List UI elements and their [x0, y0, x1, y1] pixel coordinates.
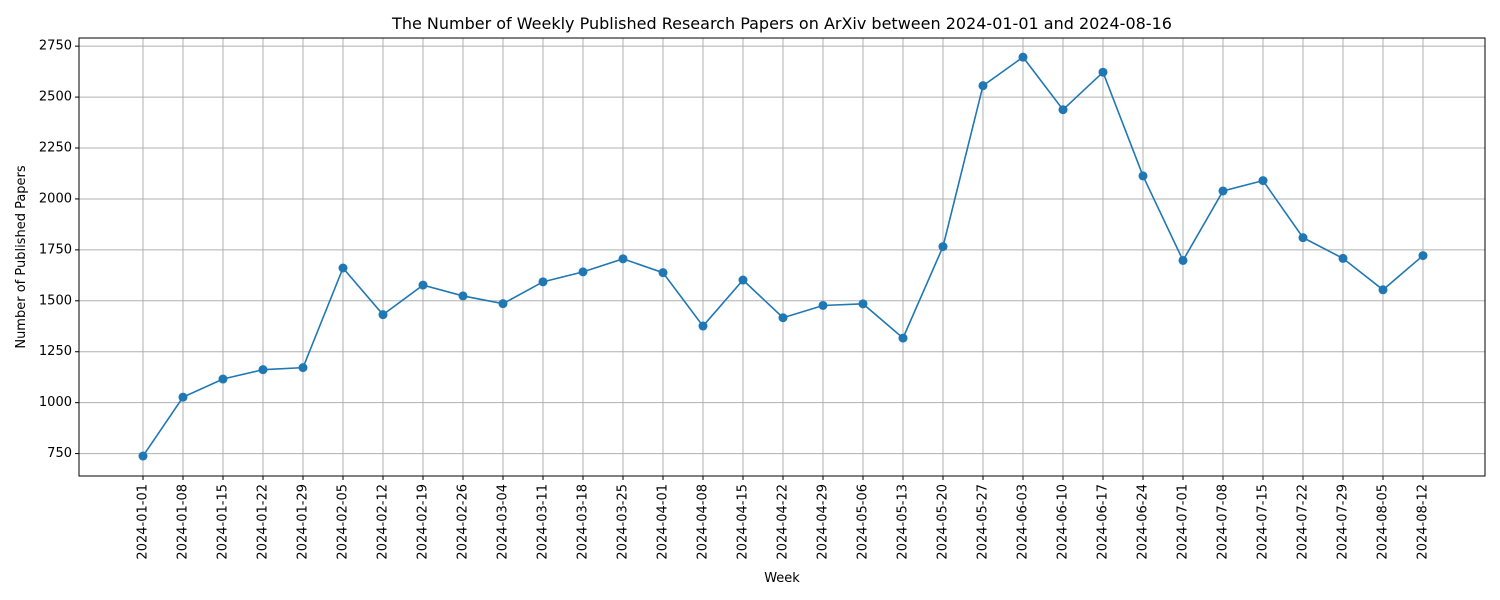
data-point	[1298, 233, 1308, 243]
data-point	[1218, 186, 1228, 196]
y-tick-label: 2250	[39, 141, 72, 156]
x-tick-label: 2024-08-12	[1416, 484, 1431, 560]
x-tick-label: 2024-06-10	[1056, 484, 1071, 560]
data-point	[218, 374, 228, 384]
chart-title: The Number of Weekly Published Research …	[391, 14, 1172, 33]
data-point	[418, 280, 428, 290]
x-tick-label: 2024-04-01	[656, 484, 671, 560]
y-axis-ticks: 750 1000 1250 1500 1750 2000 2250 2500 2750	[39, 39, 79, 461]
data-point	[138, 451, 148, 461]
data-point	[1418, 251, 1428, 261]
x-tick-label: 2024-06-17	[1096, 484, 1111, 560]
y-tick-label: 2000	[39, 191, 72, 206]
data-point	[378, 310, 388, 320]
x-tick-label: 2024-03-18	[576, 484, 591, 560]
data-point	[1378, 285, 1388, 295]
data-point	[258, 365, 268, 375]
data-point	[1098, 67, 1108, 77]
y-tick-label: 2500	[39, 90, 72, 105]
x-tick-label: 2024-03-25	[616, 484, 631, 560]
data-point	[618, 254, 628, 264]
y-axis-label: Number of Published Papers	[14, 165, 29, 349]
x-tick-label: 2024-03-11	[536, 484, 551, 560]
x-tick-label: 2024-05-27	[976, 484, 991, 560]
data-point	[1018, 52, 1028, 62]
y-tick-label: 1750	[39, 242, 72, 257]
x-tick-label: 2024-04-22	[776, 484, 791, 560]
data-point	[338, 263, 348, 273]
x-tick-label: 2024-02-05	[336, 484, 351, 560]
data-point	[658, 268, 668, 278]
x-tick-label: 2024-08-05	[1376, 484, 1391, 560]
data-point	[698, 321, 708, 331]
x-tick-label: 2024-05-06	[856, 484, 871, 560]
x-tick-label: 2024-05-20	[936, 484, 951, 560]
x-tick-label: 2024-07-22	[1296, 484, 1311, 560]
x-tick-label: 2024-01-08	[176, 484, 191, 560]
data-point	[1138, 171, 1148, 181]
data-point	[818, 300, 828, 310]
x-tick-label: 2024-04-15	[736, 484, 751, 560]
x-tick-label: 2024-04-08	[696, 484, 711, 560]
x-tick-label: 2024-06-03	[1016, 484, 1031, 560]
y-tick-label: 750	[47, 446, 72, 461]
x-tick-label: 2024-06-24	[1136, 484, 1151, 560]
x-tick-label: 2024-02-26	[456, 484, 471, 560]
x-axis-label: Week	[764, 571, 800, 586]
data-point	[858, 299, 868, 309]
x-tick-label: 2024-07-08	[1216, 484, 1231, 560]
plot-frame	[78, 37, 1486, 477]
x-tick-label: 2024-02-19	[416, 484, 431, 560]
x-tick-label: 2024-02-12	[376, 484, 391, 560]
data-point	[1058, 105, 1068, 115]
y-tick-label: 2750	[39, 39, 72, 54]
data-point	[298, 363, 308, 373]
x-tick-label: 2024-01-22	[256, 484, 271, 560]
data-point	[898, 333, 908, 343]
data-point	[178, 392, 188, 402]
data-point	[1258, 176, 1268, 186]
x-tick-label: 2024-05-13	[896, 484, 911, 560]
data-point	[778, 313, 788, 323]
x-tick-label: 2024-04-29	[816, 484, 831, 560]
x-tick-label: 2024-07-29	[1336, 484, 1351, 560]
data-point	[578, 267, 588, 277]
x-tick-label: 2024-01-15	[216, 484, 231, 560]
y-tick-label: 1250	[39, 344, 72, 359]
x-tick-label: 2024-07-15	[1256, 484, 1271, 560]
grid-lines	[79, 38, 1485, 476]
series-papers	[138, 52, 1428, 461]
x-tick-label: 2024-03-04	[496, 484, 511, 560]
data-point	[498, 299, 508, 309]
data-point	[738, 275, 748, 285]
y-tick-label: 1000	[39, 395, 72, 410]
x-tick-label: 2024-01-01	[136, 484, 151, 560]
y-tick-label: 1500	[39, 293, 72, 308]
data-point	[1338, 253, 1348, 263]
data-point	[1178, 255, 1188, 265]
data-point	[978, 81, 988, 91]
x-axis-ticks: 2024-01-01 2024-01-08 2024-01-15 2024-01-22…	[136, 476, 1431, 560]
data-point	[938, 242, 948, 252]
data-point	[538, 277, 548, 287]
x-tick-label: 2024-01-29	[296, 484, 311, 560]
data-point	[458, 291, 468, 301]
x-tick-label: 2024-07-01	[1176, 484, 1191, 560]
